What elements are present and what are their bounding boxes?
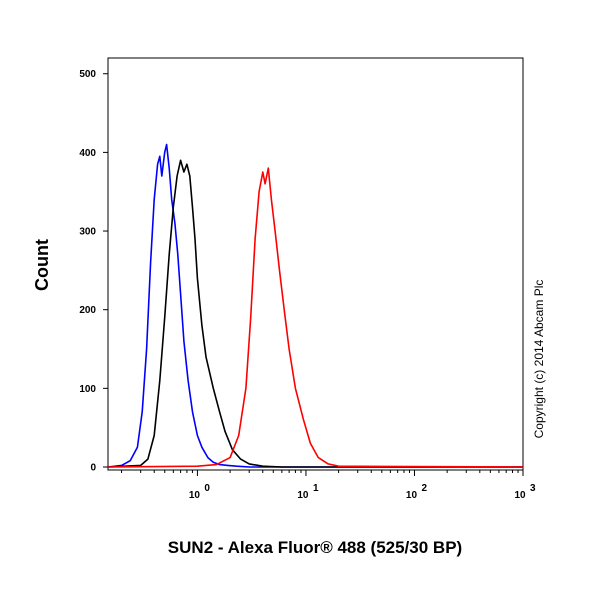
series-line-1 bbox=[107, 143, 523, 468]
y-axis-title: Count bbox=[32, 239, 52, 291]
series-line-3 bbox=[107, 167, 524, 468]
copyright-text: Copyright (c) 2014 Abcam Plc bbox=[532, 280, 546, 439]
x-tick-label: 10 bbox=[406, 490, 418, 501]
x-tick-exponent: 1 bbox=[313, 483, 319, 494]
x-tick-exponent: 0 bbox=[204, 483, 210, 494]
y-tick-label: 100 bbox=[79, 384, 96, 395]
x-tick-label: 10 bbox=[297, 490, 309, 501]
y-tick-label: 300 bbox=[79, 227, 96, 238]
series-line-2 bbox=[107, 159, 523, 468]
x-tick-exponent: 2 bbox=[421, 483, 427, 494]
y-tick-label: 0 bbox=[90, 463, 96, 474]
x-tick-exponent: 3 bbox=[530, 483, 536, 494]
y-axis: 0 100 200 300 400 500 bbox=[79, 69, 108, 474]
y-tick-label: 200 bbox=[79, 305, 96, 316]
plot-frame bbox=[107, 57, 524, 471]
series-group bbox=[107, 143, 524, 468]
x-axis-title: SUN2 - Alexa Fluor® 488 (525/30 BP) bbox=[168, 538, 462, 557]
x-tick-label: 10 bbox=[514, 490, 526, 501]
y-tick-label: 500 bbox=[79, 69, 96, 80]
x-tick-label: 10 bbox=[189, 490, 201, 501]
y-tick-label: 400 bbox=[79, 148, 96, 159]
